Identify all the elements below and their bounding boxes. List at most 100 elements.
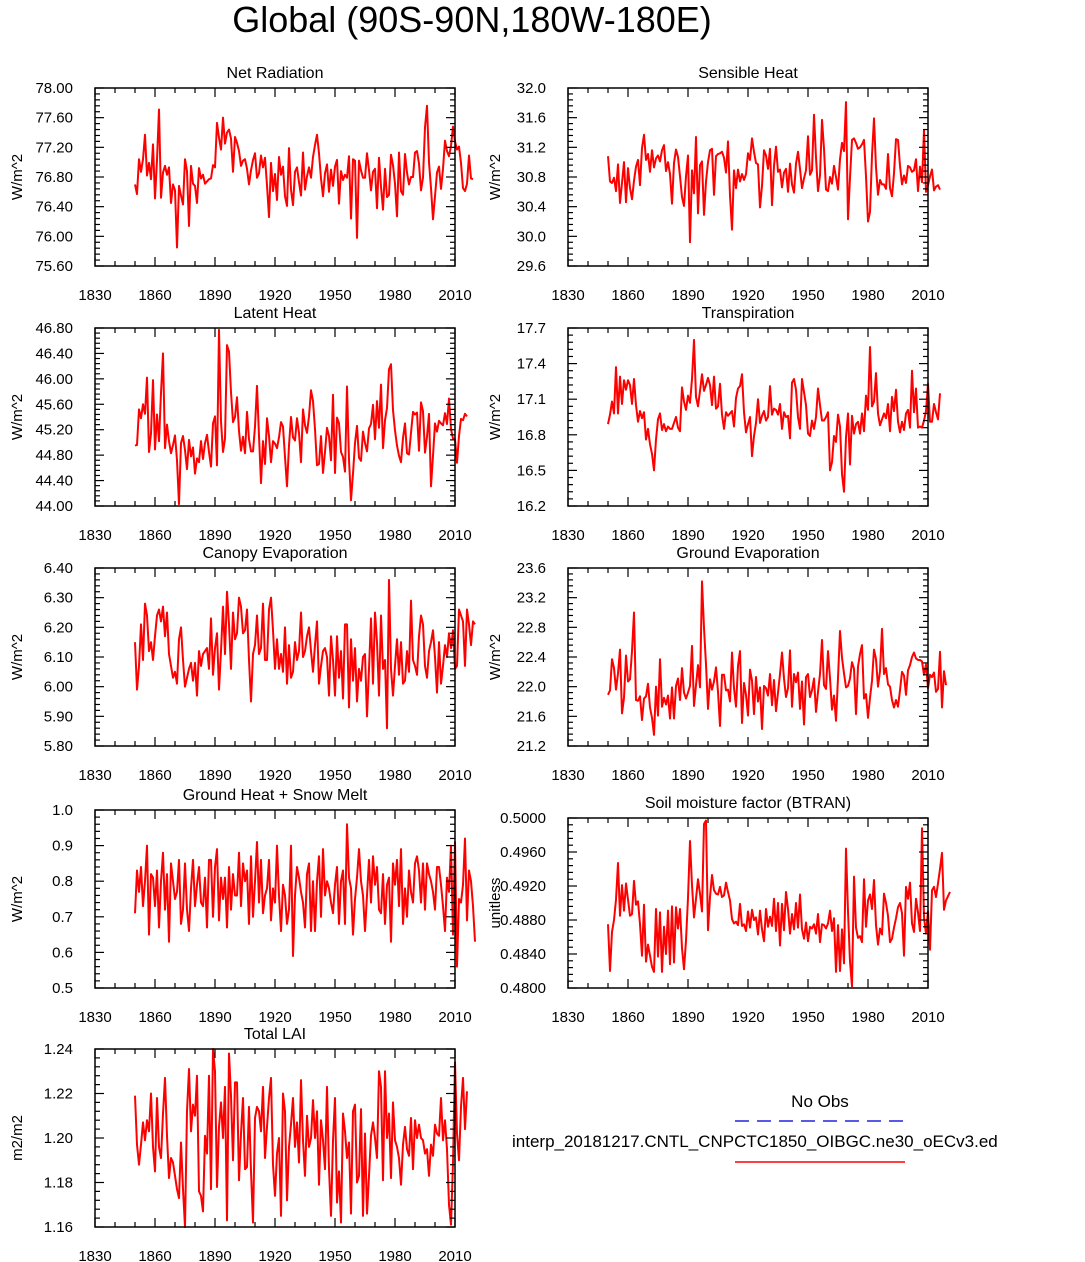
y-axis-label: W/m^2 <box>487 394 504 440</box>
y-tick-label: 16.8 <box>517 427 546 444</box>
panel-net-radiation: 1830 1860 1890 1920 1950 1980 2010 75.60 76.00 76… <box>9 65 474 304</box>
plot-frame <box>567 817 929 989</box>
y-tick-label: 46.40 <box>35 345 73 362</box>
x-tick-label: 1920 <box>258 767 291 784</box>
panel-title: Ground Heat + Snow Melt <box>183 787 368 804</box>
x-tick-label: 1950 <box>318 527 351 544</box>
x-tick-label: 1980 <box>851 527 884 544</box>
y-tick-label: 30.0 <box>517 228 546 245</box>
legend: No Obs interp_20181217.CNTL_CNPCTC1850_O… <box>512 1092 998 1163</box>
x-tick-label: 1980 <box>851 287 884 304</box>
y-tick-label: 31.6 <box>517 110 546 127</box>
y-tick-label: 44.80 <box>35 447 73 464</box>
x-tick-label: 1980 <box>851 767 884 784</box>
panel-latent-heat: 1830 1860 1890 1920 1950 1980 2010 44.00 44.40 44… <box>9 305 472 544</box>
y-tick-label: 76.00 <box>35 228 73 245</box>
x-tick-label: 1890 <box>671 287 704 304</box>
y-tick-label: 46.80 <box>35 320 73 337</box>
x-tick-label: 1920 <box>258 287 291 304</box>
x-tick-label: 2010 <box>438 527 471 544</box>
x-tick-label: 1830 <box>551 767 584 784</box>
panels: 1830 1860 1890 1920 1950 1980 2010 75.60 76.00 76… <box>9 65 951 1262</box>
x-tick-label: 1860 <box>611 287 644 304</box>
panel-title: Transpiration <box>702 305 795 322</box>
x-tick-label: 1830 <box>551 287 584 304</box>
y-tick-label: 77.20 <box>35 139 73 156</box>
panel-ground-evaporation: 1830 1860 1890 1920 1950 1980 2010 21.2 21.6 22.0… <box>487 545 947 784</box>
panel-title: Total LAI <box>244 1026 306 1043</box>
x-tick-label: 1890 <box>198 1009 231 1026</box>
x-tick-label: 2010 <box>438 287 471 304</box>
x-tick-label: 1920 <box>731 767 764 784</box>
y-tick-label: 0.9 <box>52 838 73 855</box>
y-tick-label: 16.5 <box>517 462 546 479</box>
x-tick-label: 1980 <box>378 287 411 304</box>
y-tick-label: 32.0 <box>517 80 546 97</box>
y-tick-label: 30.4 <box>517 199 546 216</box>
y-tick-label: 22.0 <box>517 679 546 696</box>
y-tick-label: 1.0 <box>52 802 73 819</box>
x-tick-label: 1950 <box>318 287 351 304</box>
x-tick-label: 1860 <box>138 767 171 784</box>
y-tick-label: 0.6 <box>52 944 73 961</box>
y-tick-label: 6.10 <box>44 649 73 666</box>
x-tick-label: 1980 <box>851 1009 884 1026</box>
y-axis-label: W/m^2 <box>487 634 504 680</box>
x-tick-label: 1860 <box>138 527 171 544</box>
x-tick-label: 2010 <box>438 1248 471 1262</box>
x-tick-label: 1950 <box>791 767 824 784</box>
x-tick-label: 1860 <box>138 1248 171 1262</box>
y-tick-label: 5.90 <box>44 708 73 725</box>
y-tick-label: 0.4960 <box>500 844 546 861</box>
y-tick-label: 6.30 <box>44 590 73 607</box>
x-tick-label: 1890 <box>671 767 704 784</box>
series-line <box>607 101 941 244</box>
y-tick-label: 17.1 <box>517 391 546 408</box>
y-axis-label: W/m^2 <box>487 154 504 200</box>
y-tick-label: 17.7 <box>517 320 546 337</box>
x-tick-label: 1890 <box>671 527 704 544</box>
series-line <box>607 338 941 493</box>
panel-ground-heat-snow-melt: 1830 1860 1890 1920 1950 1980 2010 0.5 0.6 0.7 0.8… <box>9 787 476 1026</box>
y-tick-label: 75.60 <box>35 258 73 275</box>
x-tick-label: 1830 <box>551 527 584 544</box>
y-tick-label: 5.80 <box>44 738 73 755</box>
y-tick-label: 31.2 <box>517 139 546 156</box>
y-tick-label: 16.2 <box>517 498 546 515</box>
y-tick-label: 77.60 <box>35 110 73 127</box>
legend-label-model: interp_20181217.CNTL_CNPCTC1850_OIBGC.ne… <box>512 1132 998 1151</box>
panel-title: Ground Evaporation <box>676 545 819 562</box>
x-tick-label: 1950 <box>791 1009 824 1026</box>
series-line <box>134 104 474 249</box>
y-axis-label: m2/m2 <box>9 1115 26 1161</box>
y-axis-label: W/m^2 <box>9 876 26 922</box>
panel-title: Net Radiation <box>227 65 324 82</box>
legend-label-no-obs: No Obs <box>791 1092 849 1111</box>
y-tick-label: 21.2 <box>517 738 546 755</box>
y-tick-label: 29.6 <box>517 258 546 275</box>
x-tick-label: 1980 <box>378 527 411 544</box>
y-tick-label: 17.4 <box>517 356 546 373</box>
x-tick-label: 1920 <box>731 1009 764 1026</box>
panel-title: Latent Heat <box>234 305 317 322</box>
plot-frame <box>567 327 929 507</box>
y-tick-label: 78.00 <box>35 80 73 97</box>
x-tick-label: 1920 <box>731 527 764 544</box>
y-axis-label: W/m^2 <box>9 394 26 440</box>
x-tick-label: 1950 <box>791 287 824 304</box>
panel-title: Sensible Heat <box>698 65 798 82</box>
x-tick-label: 1860 <box>138 1009 171 1026</box>
series-line <box>134 578 476 730</box>
x-tick-label: 1830 <box>551 1009 584 1026</box>
x-tick-label: 1950 <box>318 767 351 784</box>
x-tick-label: 1950 <box>791 527 824 544</box>
y-tick-label: 44.00 <box>35 498 73 515</box>
x-tick-label: 1860 <box>611 767 644 784</box>
y-tick-label: 76.40 <box>35 199 73 216</box>
y-tick-label: 23.2 <box>517 590 546 607</box>
y-tick-label: 1.22 <box>44 1086 73 1103</box>
x-tick-label: 2010 <box>911 527 944 544</box>
y-tick-label: 0.4840 <box>500 946 546 963</box>
x-tick-label: 1890 <box>198 287 231 304</box>
panel-soil-moisture-factor-btran: 1830 1860 1890 1920 1950 1980 2010 0.4800 0.4840… <box>487 795 951 1026</box>
